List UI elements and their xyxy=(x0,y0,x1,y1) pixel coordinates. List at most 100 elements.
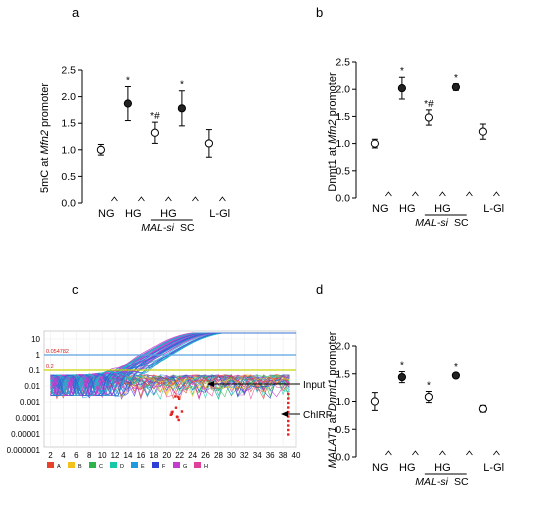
panel-d-ylabel: MALAT1 at Dnmt1 promoter xyxy=(327,331,339,468)
sublabel-sc: SC xyxy=(454,217,469,229)
panel-c-x-ticks: 2 4 6 8 10 12 14 16 18 20 22 24 26 28 30 32 34 36 38 40 xyxy=(48,451,301,460)
cq-marker xyxy=(174,406,178,409)
c-y-tick-label: 0.01 xyxy=(24,382,40,391)
data-point xyxy=(478,127,487,136)
threshold-label-1: 0.054782 xyxy=(46,349,69,355)
y-tick-label: 1.0 xyxy=(335,138,350,150)
cq-marker xyxy=(177,418,180,422)
zero-marker xyxy=(192,196,199,202)
c-x-tick-label: 22 xyxy=(175,451,184,460)
cq-marker xyxy=(287,415,290,418)
y-tick-label: 0.0 xyxy=(61,198,76,210)
sublabel-malsi: MAL-si xyxy=(141,222,174,234)
c-x-tick-label: 16 xyxy=(136,451,145,460)
chirp-label: ChIRP xyxy=(303,410,333,421)
data-point xyxy=(370,397,379,406)
c-x-tick-label: 26 xyxy=(201,451,210,460)
group-label: HG xyxy=(434,462,451,474)
cq-marker xyxy=(171,410,174,414)
y-tick-label: 2.5 xyxy=(61,65,76,77)
legend-label: A xyxy=(57,464,61,470)
y-tick-label: 0.0 xyxy=(335,193,350,205)
data-point xyxy=(424,392,433,402)
legend-swatch xyxy=(68,462,75,468)
panel-letter-a: a xyxy=(72,5,80,20)
y-tick-label: 2.0 xyxy=(61,91,76,103)
zero-marker xyxy=(219,196,226,202)
data-point xyxy=(177,104,186,113)
cq-marker xyxy=(287,428,290,432)
c-x-tick-label: 10 xyxy=(98,451,107,460)
legend-swatch xyxy=(131,462,138,468)
group-label: L-Gl xyxy=(483,203,504,215)
significance-label: * xyxy=(454,73,458,84)
data-point xyxy=(150,128,159,137)
panel-a: 5mC at Mfn2 promoter 0.0 0.5 1.0 1.5 2.0 2.5 *… xyxy=(39,65,230,235)
legend-swatch xyxy=(173,462,180,468)
c-x-tick-label: 36 xyxy=(266,451,275,460)
data-point xyxy=(123,99,133,108)
legend-swatch xyxy=(47,462,54,468)
c-y-tick-label: 0.1 xyxy=(29,366,41,375)
cq-marker xyxy=(287,433,290,436)
cq-marker xyxy=(287,401,290,405)
data-point xyxy=(451,371,460,380)
y-tick-label: 0.5 xyxy=(335,165,350,177)
zero-marker xyxy=(493,191,500,197)
significance-label: * xyxy=(427,381,431,392)
y-tick-label: 1.5 xyxy=(335,111,350,123)
input-arrowhead xyxy=(207,381,214,387)
cq-marker xyxy=(287,397,290,400)
c-y-tick-label: 0.0001 xyxy=(16,414,41,423)
cq-marker xyxy=(287,406,290,409)
c-y-tick-label: 0.001 xyxy=(20,398,41,407)
sublabel-malsi: MAL-si xyxy=(415,217,448,229)
cq-marker xyxy=(287,419,290,423)
chirp-trace xyxy=(50,374,290,399)
significance-label: * xyxy=(400,361,404,372)
zero-marker xyxy=(138,196,145,202)
input-amplification-curve xyxy=(50,332,296,397)
c-y-tick-label: 1 xyxy=(36,351,41,360)
c-x-tick-label: 38 xyxy=(279,451,288,460)
cq-marker xyxy=(175,415,179,418)
cq-marker xyxy=(287,392,290,396)
panel-d: MALAT1 at Dnmt1 promoter 0.0 0.5 1.0 1.5 2.0… xyxy=(327,331,504,488)
data-point xyxy=(397,84,406,93)
significance-label: * xyxy=(180,80,184,91)
sublabel-malsi: MAL-si xyxy=(415,476,448,488)
c-x-tick-label: 6 xyxy=(74,451,79,460)
data-point xyxy=(451,82,460,92)
legend-swatch xyxy=(89,462,96,468)
c-x-tick-label: 28 xyxy=(214,451,223,460)
zero-marker xyxy=(412,191,419,197)
c-x-tick-label: 12 xyxy=(111,451,120,460)
sublabel-sc: SC xyxy=(180,222,195,234)
zero-marker xyxy=(412,450,419,456)
zero-marker xyxy=(385,450,392,456)
c-x-tick-label: 14 xyxy=(124,451,133,460)
group-label: NG xyxy=(98,208,115,220)
panel-c-curves xyxy=(50,332,296,436)
panel-letter-d: d xyxy=(316,282,323,297)
c-x-tick-label: 8 xyxy=(87,451,92,460)
data-point xyxy=(96,145,106,154)
c-x-tick-label: 40 xyxy=(292,451,301,460)
legend-label: G xyxy=(183,464,187,470)
zero-marker xyxy=(466,450,473,456)
significance-label: * xyxy=(454,362,458,373)
data-point xyxy=(424,113,433,122)
chirp-trace xyxy=(50,374,290,400)
zero-marker xyxy=(439,191,446,197)
legend-swatch xyxy=(152,462,159,468)
c-x-tick-label: 32 xyxy=(240,451,249,460)
significance-label: * xyxy=(400,66,404,77)
group-label: HG xyxy=(399,203,416,215)
group-label: NG xyxy=(372,203,389,215)
legend-swatch xyxy=(194,462,201,468)
data-point xyxy=(397,372,406,382)
y-tick-label: 0.5 xyxy=(335,424,350,436)
zero-marker xyxy=(385,191,392,197)
significance-label: * xyxy=(126,75,130,86)
cq-marker xyxy=(177,397,181,400)
